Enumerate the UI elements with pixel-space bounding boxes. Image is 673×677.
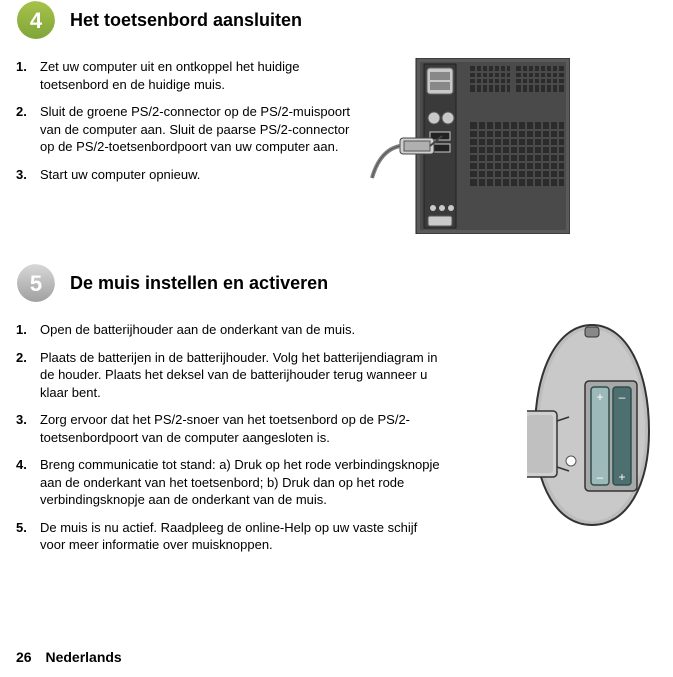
step-text: Plaats de batterijen in de batterijhoude… <box>40 349 446 402</box>
badge-4-number: 4 <box>30 8 43 33</box>
page-footer: 26 Nederlands <box>16 649 122 665</box>
step: 2.Plaats de batterijen in de batterijhou… <box>16 349 446 402</box>
section-5-illustration: + – – + <box>527 321 657 564</box>
step-text: Sluit de groene PS/2-connector op de PS/… <box>40 103 356 156</box>
step: 3.Start uw computer opnieuw. <box>16 166 356 184</box>
page-number: 26 <box>16 649 32 665</box>
step: 2.Sluit de groene PS/2-connector op de P… <box>16 103 356 156</box>
section-4-content: 1.Zet uw computer uit en ontkoppel het h… <box>16 58 657 239</box>
step: 4.Breng communicatie tot stand: a) Druk … <box>16 456 446 509</box>
battery-plus-2: + <box>618 470 625 484</box>
step-number: 3. <box>16 411 40 446</box>
section-4-title: Het toetsenbord aansluiten <box>70 10 302 31</box>
step: 3.Zorg ervoor dat het PS/2-snoer van het… <box>16 411 446 446</box>
step-text: Breng communicatie tot stand: a) Druk op… <box>40 456 446 509</box>
step-text: De muis is nu actief. Raadpleeg de onlin… <box>40 519 446 554</box>
step-number: 2. <box>16 349 40 402</box>
step-number: 1. <box>16 321 40 339</box>
battery-minus: – <box>597 470 604 484</box>
mouse-bottom-icon: + – – + <box>527 321 657 531</box>
section-5-title: De muis instellen en activeren <box>70 273 328 294</box>
badge-4-icon: 4 <box>16 0 56 40</box>
step: 1.Zet uw computer uit en ontkoppel het h… <box>16 58 356 93</box>
battery-plus: + <box>596 390 603 404</box>
badge-5-number: 5 <box>30 271 42 296</box>
computer-back-icon <box>370 58 570 234</box>
step-number: 5. <box>16 519 40 554</box>
step-text: Open de batterijhouder aan de onderkant … <box>40 321 446 339</box>
section-5-content: 1.Open de batterijhouder aan de onderkan… <box>16 321 657 564</box>
step: 5.De muis is nu actief. Raadpleeg de onl… <box>16 519 446 554</box>
step: 1.Open de batterijhouder aan de onderkan… <box>16 321 446 339</box>
section-4: 4 Het toetsenbord aansluiten 1.Zet uw co… <box>16 0 657 239</box>
step-number: 2. <box>16 103 40 156</box>
step-number: 4. <box>16 456 40 509</box>
badge-5-icon: 5 <box>16 263 56 303</box>
step-text: Start uw computer opnieuw. <box>40 166 356 184</box>
step-text: Zet uw computer uit en ontkoppel het hui… <box>40 58 356 93</box>
section-5-steps: 1.Open de batterijhouder aan de onderkan… <box>16 321 446 564</box>
section-4-steps: 1.Zet uw computer uit en ontkoppel het h… <box>16 58 356 239</box>
section-4-header: 4 Het toetsenbord aansluiten <box>16 0 657 40</box>
step-number: 1. <box>16 58 40 93</box>
footer-language: Nederlands <box>45 649 121 665</box>
battery-minus-2: – <box>619 390 626 404</box>
section-5: 5 De muis instellen en activeren 1.Open … <box>16 263 657 564</box>
step-number: 3. <box>16 166 40 184</box>
section-4-illustration <box>370 58 570 239</box>
step-text: Zorg ervoor dat het PS/2-snoer van het t… <box>40 411 446 446</box>
section-5-header: 5 De muis instellen en activeren <box>16 263 657 303</box>
